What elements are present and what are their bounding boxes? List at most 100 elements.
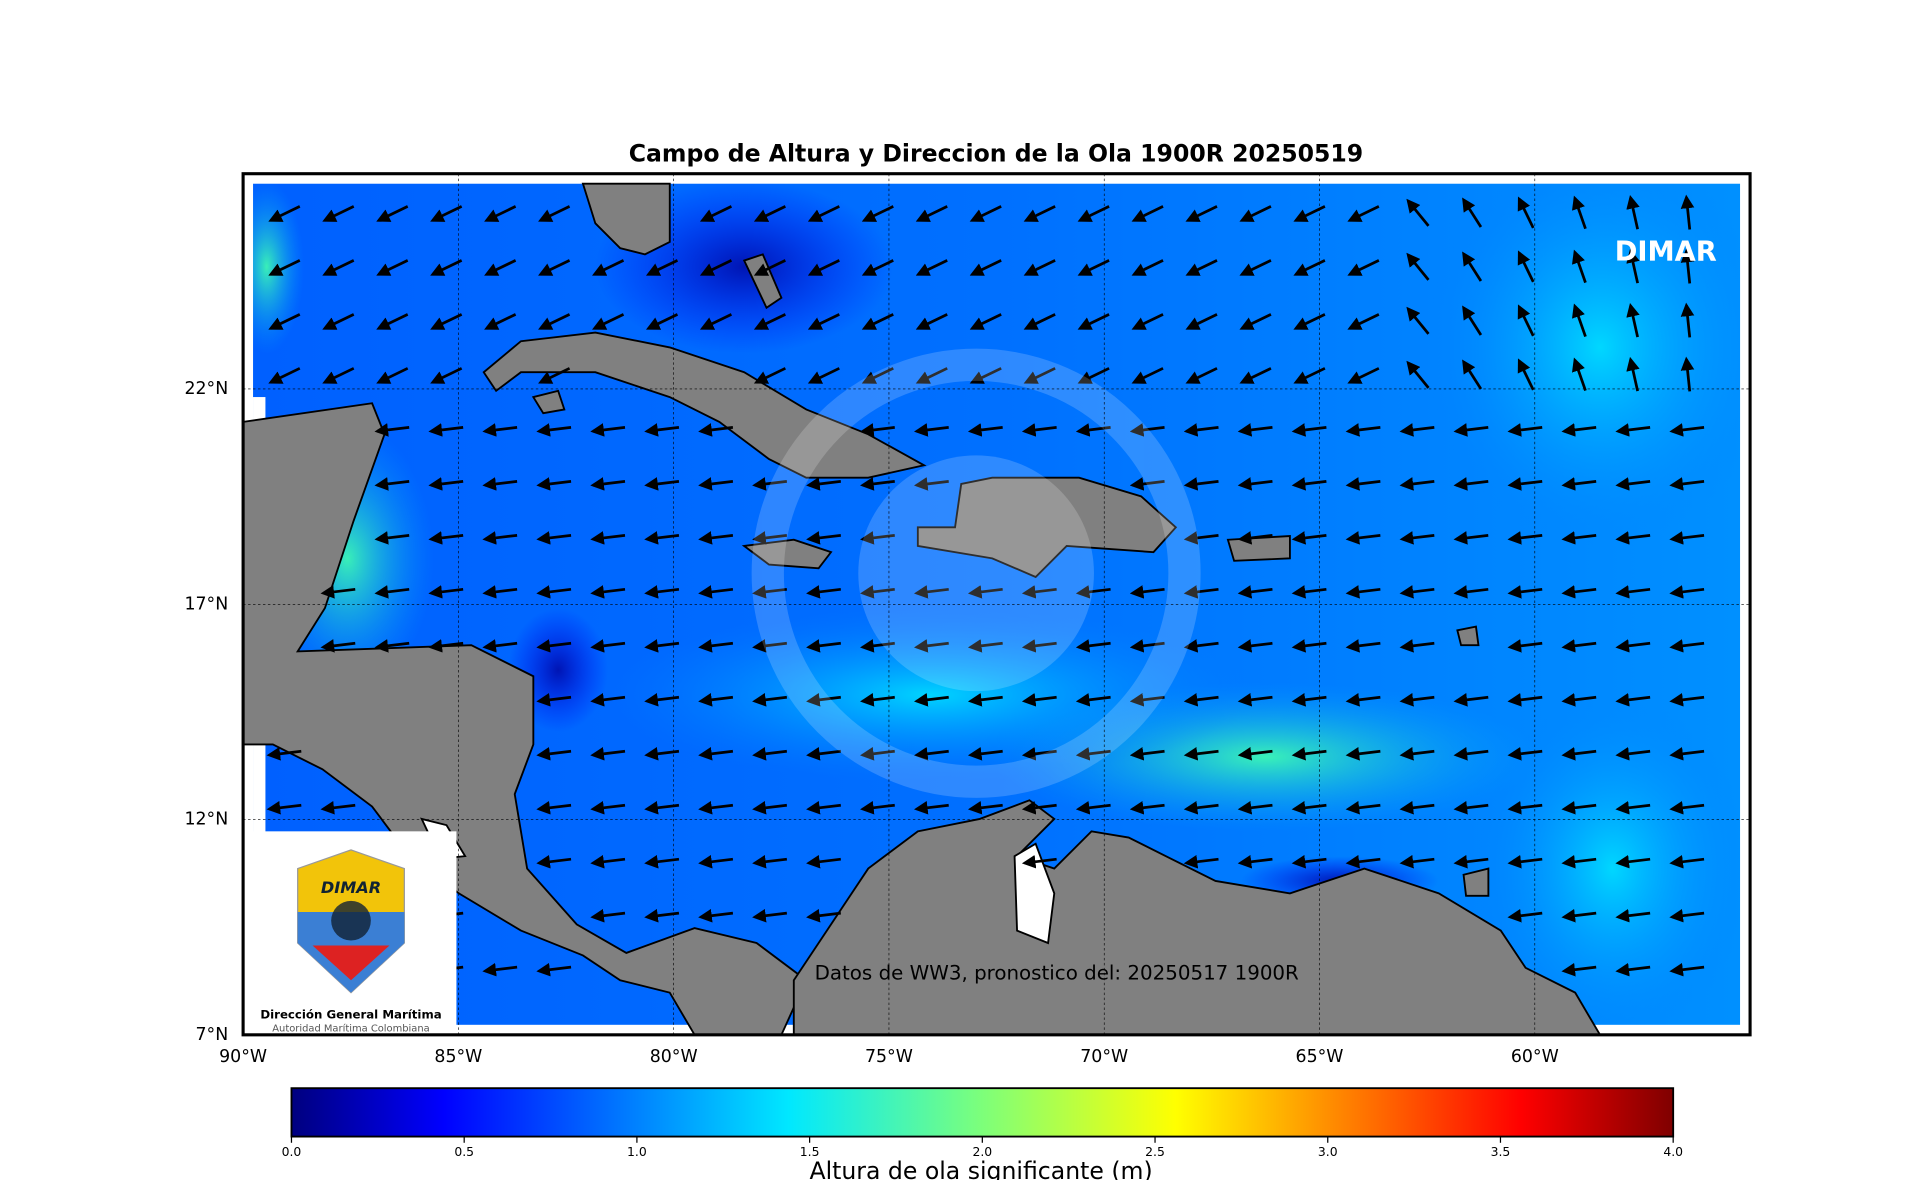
wave-arrow — [913, 747, 949, 761]
wave-arrow — [969, 205, 1002, 222]
wave-arrow — [860, 747, 895, 761]
wave-arrow — [1291, 477, 1327, 491]
wave-arrow — [1129, 639, 1165, 653]
wave-arrow — [1237, 585, 1273, 599]
wave-arrow — [1345, 531, 1381, 545]
wave-arrow — [536, 747, 572, 761]
wave-arrow — [1293, 205, 1326, 222]
wave-arrow — [1453, 531, 1489, 545]
wave-arrow — [1183, 693, 1219, 707]
wave-arrow — [752, 585, 788, 599]
wave-arrow — [969, 367, 1002, 384]
wave-arrow — [1075, 423, 1111, 437]
wave-arrow — [1239, 313, 1272, 330]
wave-arrow — [1571, 249, 1587, 284]
wave-arrow — [1615, 585, 1651, 599]
wave-arrow — [913, 585, 949, 599]
wave-arrow — [1561, 477, 1597, 491]
wave-arrow — [752, 639, 788, 653]
wave-arrow — [482, 639, 518, 653]
wave-arrow — [915, 259, 948, 276]
wave-arrow — [428, 477, 464, 491]
wave-arrow — [1185, 205, 1218, 222]
lon-tick-label: 70°W — [1080, 1047, 1128, 1067]
wave-arrow — [1517, 250, 1535, 283]
wave-arrow — [1399, 531, 1435, 545]
wave-arrow — [1517, 358, 1535, 391]
wave-arrow — [1129, 800, 1165, 815]
wave-arrow — [1453, 800, 1489, 815]
wave-arrow — [806, 531, 841, 545]
wave-arrow — [698, 693, 734, 707]
wave-arrow — [699, 205, 733, 222]
wave-arrow — [1561, 639, 1597, 653]
wave-arrow — [1345, 693, 1381, 707]
wave-arrow — [1507, 639, 1543, 653]
wave-arrow — [590, 854, 626, 869]
wave-arrow — [1237, 693, 1273, 707]
wave-arrow — [1183, 423, 1219, 437]
wave-arrow — [1669, 800, 1705, 815]
wave-arrow — [807, 313, 840, 330]
wave-arrow — [1237, 531, 1273, 545]
wave-arrow — [536, 585, 572, 599]
wave-arrow — [1077, 367, 1110, 384]
wave-arrow — [752, 800, 788, 815]
map-frame — [241, 172, 1752, 1037]
wave-arrow — [807, 205, 840, 222]
wave-arrow — [482, 962, 518, 977]
wave-arrow — [1347, 367, 1380, 384]
wave-arrow — [1075, 639, 1111, 653]
wave-arrow — [1399, 639, 1435, 653]
wave-arrow — [320, 800, 356, 815]
wave-arrow — [1406, 360, 1430, 389]
wave-arrow — [1669, 531, 1705, 545]
colorbar-tick-label: 1.5 — [800, 1144, 820, 1159]
wave-arrow — [1077, 259, 1110, 276]
wave-arrow — [1399, 693, 1435, 707]
wave-arrow — [753, 205, 786, 222]
wave-arrow — [1561, 423, 1597, 437]
wave-arrow — [374, 585, 410, 599]
wave-arrow — [1399, 747, 1435, 761]
wave-arrow — [1291, 747, 1327, 761]
wave-arrow — [860, 531, 895, 545]
wave-arrow — [1237, 854, 1273, 869]
colorbar-tick-label: 0.0 — [282, 1144, 302, 1159]
wave-arrow — [430, 259, 463, 276]
wave-arrow — [538, 205, 571, 222]
wave-arrow — [752, 693, 788, 707]
wave-arrow — [1021, 423, 1057, 437]
wave-arrow — [590, 531, 626, 545]
wave-arrow — [536, 477, 572, 491]
wave-arrow — [1561, 585, 1597, 599]
wave-arrow — [861, 259, 894, 276]
brand: DIMAR — [1615, 237, 1717, 268]
wave-arrow — [1075, 585, 1111, 599]
wave-arrow — [1129, 747, 1165, 761]
wave-arrow — [913, 639, 949, 653]
wave-arrow — [1023, 367, 1056, 384]
wave-arrow — [1347, 259, 1380, 276]
wave-arrow — [967, 747, 1003, 761]
wave-arrow — [590, 639, 626, 653]
wave-arrow — [1129, 423, 1165, 437]
wave-arrow — [1129, 585, 1165, 599]
wave-arrow — [1561, 908, 1597, 923]
wave-arrow — [644, 585, 680, 599]
logo-mark: DIMAR — [321, 878, 381, 897]
wave-arrow — [1462, 251, 1483, 282]
wave-arrow — [1021, 800, 1057, 815]
wave-arrow — [752, 908, 788, 923]
wave-arrow — [753, 367, 786, 384]
wave-arrow — [430, 313, 463, 330]
wave-arrow — [861, 205, 894, 222]
colorbar-tick-label: 2.5 — [1145, 1144, 1165, 1159]
wave-arrow — [967, 585, 1003, 599]
wave-arrow — [644, 531, 680, 545]
wave-arrow — [1183, 477, 1219, 491]
lon-tick-label: 85°W — [434, 1047, 482, 1067]
wave-arrow — [1183, 639, 1219, 653]
wave-arrow — [1077, 313, 1110, 330]
wave-arrow — [1291, 639, 1327, 653]
